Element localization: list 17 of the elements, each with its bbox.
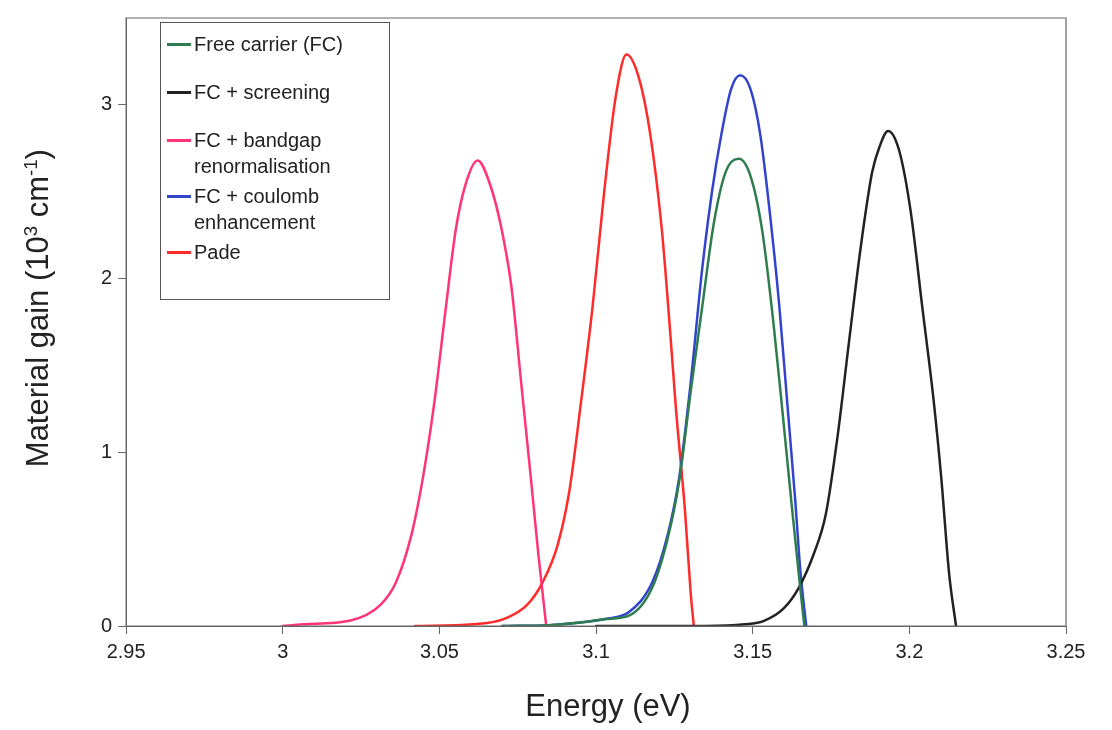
- legend-label: Pade: [194, 240, 241, 265]
- x-tick-label: 3.2: [895, 639, 924, 662]
- x-tick-label: 3.15: [733, 639, 773, 662]
- x-axis-title: Energy (eV): [524, 688, 692, 724]
- y-tick-label: 2: [101, 266, 113, 289]
- x-tick-label: 3.25: [1046, 639, 1086, 662]
- x-tick-label: 3: [277, 639, 289, 662]
- legend-label: Free carrier (FC): [194, 32, 343, 57]
- x-tick-label: 3.05: [419, 639, 459, 662]
- legend-label: FC + screening: [194, 80, 331, 105]
- y-tick-label: 0: [101, 613, 113, 636]
- legend-label: FC + coulomb enhancement: [194, 184, 321, 235]
- x-tick-label: 3.1: [582, 639, 610, 662]
- y-tick-label: 1: [101, 439, 113, 462]
- y-tick-label: 3: [101, 92, 113, 115]
- legend-label: FC + bandgap renormalisation: [194, 128, 332, 179]
- x-tick-label: 2.95: [106, 639, 146, 662]
